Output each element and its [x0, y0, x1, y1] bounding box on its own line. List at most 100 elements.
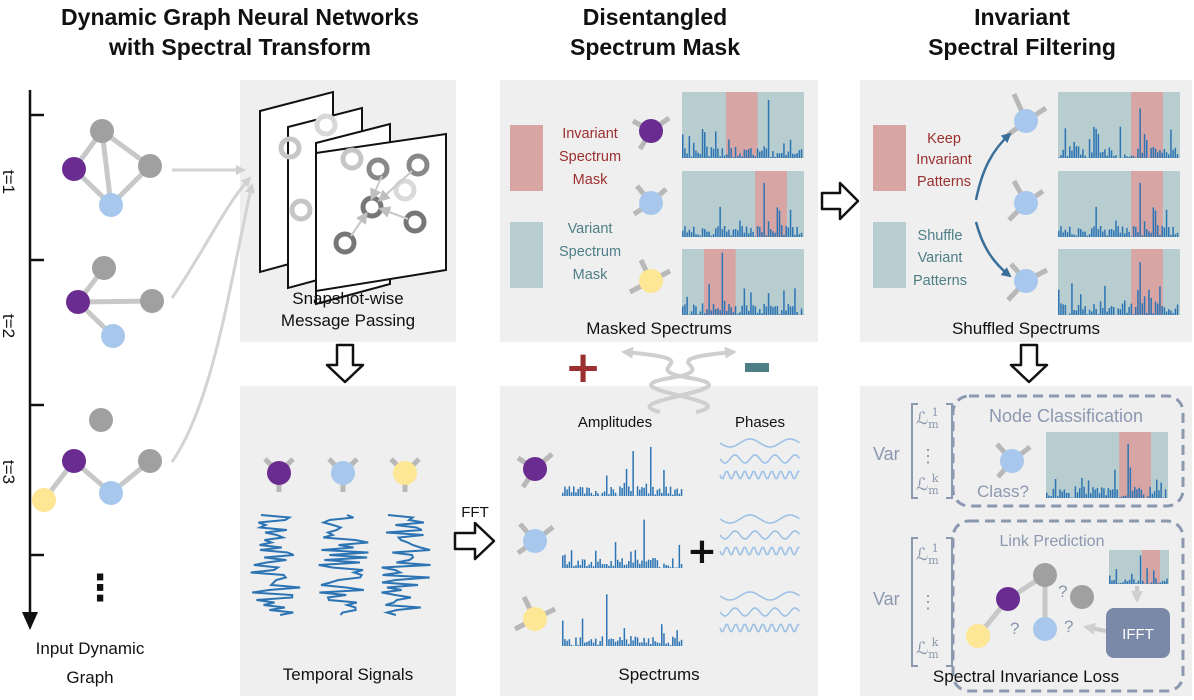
- spectrum-bar: [1141, 235, 1144, 237]
- shuffled-caption: Shuffled Spectrums: [951, 319, 1101, 338]
- spectrum-bar: [750, 148, 752, 158]
- spectrum-bar: [761, 313, 763, 315]
- node-blue: [1033, 617, 1057, 641]
- spectrum-bar: [652, 558, 654, 568]
- node-blue: [1014, 191, 1038, 215]
- fft-arrow: [453, 521, 496, 561]
- spectrum-bar: [1170, 310, 1172, 315]
- node-blue: [331, 461, 355, 485]
- spectrum-bar: [684, 148, 686, 158]
- spectrum-bar: [719, 156, 721, 158]
- spectrum-bar: [708, 231, 710, 237]
- spectrum-bar: [663, 563, 665, 568]
- spectrum-bar: [1166, 578, 1168, 584]
- node-yellow: [639, 269, 663, 293]
- title-left-line1: Dynamic Graph Neural Networks: [61, 4, 419, 30]
- spectrum-bar: [562, 620, 564, 646]
- spectrum-bar: [759, 151, 761, 158]
- spectrum-bar: [581, 618, 584, 646]
- phase-plus: +: [687, 531, 717, 572]
- link-prediction-title: Link Prediction: [1000, 533, 1105, 550]
- spectrum-bar: [789, 209, 792, 237]
- spectrum-bar: [682, 306, 684, 315]
- spectrum-plot: [562, 446, 683, 496]
- spectrum-bar: [1134, 486, 1136, 498]
- fft-label: FFT: [461, 504, 489, 521]
- spectrum-bar: [1161, 580, 1164, 584]
- spectrum-bar: [566, 640, 568, 646]
- spectrum-bar: [756, 148, 759, 158]
- node-purple: [523, 457, 547, 481]
- spectrum-bar: [1126, 156, 1128, 158]
- spectrum-bar: [792, 153, 794, 158]
- spectrum-bar: [665, 486, 667, 496]
- spectrum-bar: [1163, 227, 1166, 237]
- spectrum-bar: [684, 304, 686, 315]
- spectrum-bar: [630, 636, 632, 646]
- spectrum-bar: [721, 148, 724, 158]
- phase-wave: [719, 623, 800, 633]
- spectrum-bar: [1065, 492, 1068, 498]
- spectrum-bar: [774, 232, 776, 237]
- spectrum-bar: [1059, 489, 1061, 498]
- spectrum-bar: [1091, 228, 1093, 237]
- spectrum-plot: [1058, 171, 1180, 237]
- spectrum-bar: [1140, 489, 1143, 498]
- spectrum-bar: [579, 637, 582, 646]
- spectrum-bar: [1077, 228, 1080, 237]
- spectrum-bar: [1130, 303, 1133, 315]
- spectrum-bar: [650, 560, 652, 568]
- spectrum-bar: [1172, 149, 1174, 158]
- spectrum-bar: [745, 226, 748, 237]
- spectrum-bar: [1109, 575, 1111, 584]
- spectrum-bar: [1114, 469, 1116, 498]
- spectrum-bar: [643, 519, 645, 568]
- spectrum-bar: [1074, 486, 1077, 498]
- node-blue: [99, 481, 123, 505]
- spectrum-bar: [1128, 231, 1130, 237]
- spectrum-bar: [761, 232, 763, 237]
- phase-waves: [719, 438, 801, 633]
- spectrum-bar: [1132, 156, 1135, 158]
- spectrum-bar: [663, 470, 665, 496]
- spectrum-bar: [656, 560, 659, 568]
- spectrum-bar: [1163, 307, 1166, 315]
- spectrum-bar: [754, 156, 757, 158]
- spectrum-bar: [794, 288, 796, 315]
- spectrum-bar: [570, 644, 573, 646]
- spectrum-bar: [652, 637, 654, 646]
- spectrum-bar: [601, 492, 604, 496]
- spectrum-bar: [1174, 308, 1177, 315]
- spectrum-bar: [1099, 152, 1102, 158]
- spectrum-bar: [699, 311, 702, 315]
- node-classification-title: Node Classification: [989, 406, 1143, 426]
- spectrum-bar: [1086, 235, 1089, 237]
- loss-caption: Spectral Invariance Loss: [932, 667, 1120, 686]
- spectrum-bar: [654, 558, 656, 568]
- spectrum-bar: [1137, 232, 1139, 237]
- spectrum-bar: [632, 562, 634, 568]
- spectrum-bar: [590, 561, 593, 568]
- keep-line2: Invariant: [916, 152, 972, 168]
- spectrum-bar: [794, 234, 796, 237]
- spectrum-bar: [1080, 154, 1082, 158]
- spectrum-bar: [1135, 583, 1137, 584]
- spectrum-bar: [592, 566, 595, 568]
- spectrum-bar: [770, 157, 772, 158]
- spectrum-bar: [792, 227, 794, 237]
- spectrum-bar: [1093, 304, 1095, 315]
- spectrum-bar: [1073, 310, 1075, 315]
- spectrum-bar: [1080, 294, 1082, 315]
- phase-wave: [719, 438, 800, 448]
- spectrum-bar: [745, 150, 748, 158]
- ifft-box: [1106, 608, 1170, 658]
- spectrum-bar: [570, 550, 573, 568]
- spectrum-bar: [1149, 486, 1151, 498]
- spectrum-bar: [1070, 497, 1072, 498]
- keep-line3: Patterns: [917, 174, 971, 190]
- spectrum-bar: [726, 154, 728, 158]
- spectrum-bar: [1120, 583, 1122, 584]
- spectrum-bar: [634, 550, 637, 568]
- spectrum-bar: [564, 554, 566, 568]
- spectrum-bar: [704, 229, 706, 237]
